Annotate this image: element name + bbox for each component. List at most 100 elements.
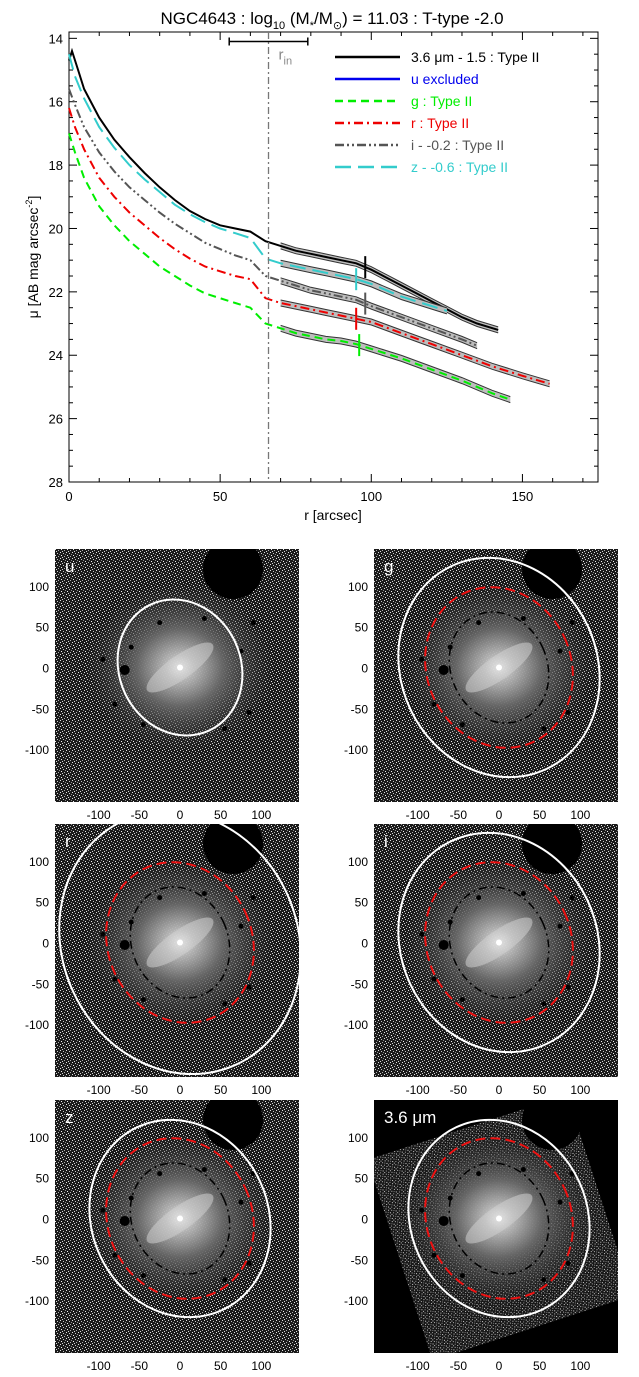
galaxy-core [496, 664, 502, 671]
series-group [68, 47, 550, 404]
inner-ellipse [129, 1162, 231, 1275]
panel-x-tick-label: 100 [251, 808, 271, 822]
panel-y-tick-label: -100 [344, 1018, 368, 1032]
mask-blob [246, 709, 252, 715]
mask-blob [541, 726, 547, 732]
star-mask [522, 1100, 582, 1150]
panel-x-tick-label: -50 [131, 1359, 149, 1373]
mask-blob [140, 722, 146, 728]
mask-blob [119, 1215, 130, 1226]
star-mask [203, 824, 263, 874]
panel-x-tick-label: -100 [87, 1359, 111, 1373]
fit-line [280, 305, 550, 388]
x-tick-label: 150 [512, 489, 534, 504]
y-tick-label: 20 [49, 221, 63, 236]
mask-blob [459, 722, 465, 728]
panel-y-tick-label: 0 [42, 662, 49, 676]
series-line [68, 47, 499, 331]
fit-line [280, 265, 448, 315]
outer-ellipse [58, 824, 299, 1076]
panel-y-tick-label: -50 [351, 702, 369, 716]
panel-label: r [65, 832, 71, 851]
mask-blob [557, 648, 563, 654]
mask-blob [246, 1260, 252, 1266]
break-ellipse [424, 586, 574, 749]
panel-y-tick-label: -50 [32, 1253, 50, 1267]
mask-blob [569, 895, 575, 901]
image-panel: i 100 50 0 -50 -100 -100 -50 0 50 100 [344, 824, 618, 1097]
outer-ellipse [397, 831, 601, 1054]
panel-y-tick-label: 50 [36, 896, 50, 910]
panel-y-tick-label: 50 [355, 621, 369, 635]
panel-y-tick-label: 50 [355, 1172, 369, 1186]
mask-blob [431, 701, 437, 707]
galaxy-core [177, 664, 183, 671]
panel-x-tick-label: -50 [450, 1083, 468, 1097]
panel-x-tick-label: 0 [177, 808, 184, 822]
mask-blob [476, 895, 482, 901]
panel-label: i [384, 832, 388, 851]
x-axis-label: r [arcsec] [304, 507, 362, 523]
series-line [68, 53, 448, 312]
y-tick-label: 14 [49, 31, 63, 46]
panel-x-tick-label: -50 [131, 808, 149, 822]
legend-label: 3.6 μm - 1.5 : Type II [411, 49, 539, 65]
legend-label: r : Type II [411, 115, 469, 131]
panel-y-tick-label: -50 [351, 1253, 369, 1267]
galaxy-core [177, 1215, 183, 1222]
panel-x-tick-label: -100 [406, 808, 430, 822]
break-ellipse [424, 861, 574, 1024]
mask-blob [112, 976, 118, 982]
panel-x-tick-label: -100 [87, 1083, 111, 1097]
panel-x-tick-label: -50 [450, 808, 468, 822]
panel-y-tick-label: 100 [29, 580, 49, 594]
series-line [68, 133, 511, 401]
inner-ellipse [129, 886, 231, 999]
panel-y-tick-label: -50 [32, 702, 50, 716]
panel-y-tick-label: 50 [36, 1172, 50, 1186]
panel-y-tick-label: 100 [348, 855, 368, 869]
star-mask [203, 549, 263, 599]
x-tick-label: 0 [65, 489, 72, 504]
mask-blob [565, 984, 571, 990]
mask-blob [541, 1277, 547, 1283]
mask-blob [100, 1207, 106, 1213]
y-tick-label: 24 [49, 348, 63, 363]
mask-blob [246, 984, 252, 990]
outer-ellipse [407, 1118, 591, 1319]
panel-x-tick-label: 50 [533, 1083, 547, 1097]
panel-x-tick-label: 50 [214, 1359, 228, 1373]
mask-blob [431, 976, 437, 982]
panel-x-tick-label: 0 [496, 1359, 503, 1373]
mask-blob [565, 1260, 571, 1266]
panel-y-tick-label: -50 [32, 977, 50, 991]
legend-label: u excluded [411, 71, 479, 87]
mask-blob [250, 895, 256, 901]
fit-line [280, 324, 511, 398]
mask-blob [476, 620, 482, 626]
fit-line [280, 242, 499, 328]
panel-y-tick-label: 0 [42, 1213, 49, 1227]
image-panel: 3.6 μm 100 50 0 -50 -100 -100 -50 0 50 100 [344, 1100, 618, 1373]
panel-y-tick-label: 50 [36, 621, 50, 635]
image-panel: r 100 50 0 -50 -100 -100 -50 0 50 100 [25, 824, 299, 1097]
panel-y-tick-label: 100 [29, 1131, 49, 1145]
x-tick-label: 50 [213, 489, 227, 504]
galaxy-core [177, 939, 183, 946]
mask-blob [565, 709, 571, 715]
series-line [68, 107, 550, 385]
image-panels: u 100 50 0 -50 -100 -100 -50 0 50 100 g 100 50 0 -50 -10… [25, 549, 618, 1373]
chart-title: NGC4643 : log10 (M*/M⊙) = 11.03 : T-type… [160, 9, 503, 32]
legend-label: z - -0.6 : Type II [411, 159, 508, 175]
inner-ellipse [448, 886, 550, 999]
mask-blob [112, 701, 118, 707]
galaxy-core [496, 1215, 502, 1222]
mask-blob [459, 997, 465, 1003]
star-mask [522, 549, 582, 599]
mask-blob [112, 1252, 118, 1258]
mask-blob [520, 616, 526, 622]
fit-line [280, 283, 478, 350]
rin-label: rin [279, 47, 293, 68]
panel-x-tick-label: 0 [177, 1359, 184, 1373]
